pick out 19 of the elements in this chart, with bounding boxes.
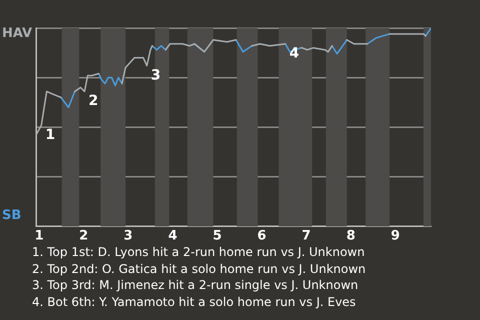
x-tick-label: 4 <box>168 228 178 244</box>
x-tick-label: 7 <box>302 228 311 244</box>
x-tick-label: 6 <box>257 228 266 244</box>
x-tick-label: 5 <box>212 228 222 244</box>
text: 3. Top 3rd: M. Jimenez hit a 2-run single vs J. Unknown <box>32 277 360 294</box>
text: 1. Top 1st: D. Lyons hit a 2-run home run vs J. Unknown <box>32 244 366 260</box>
text: 4. Bot 6th: Y. Yamamoto hit a solo home run vs J. Eves <box>32 294 357 310</box>
text: 2. Top 2nd: O. Gatica hit a solo home run vs J. Unknown <box>32 260 366 277</box>
x-tick-label: 9 <box>390 228 400 244</box>
annotation: 3 <box>150 67 161 84</box>
x-tick-label: 1 <box>34 228 44 244</box>
annotation: 1 <box>45 126 56 143</box>
text: SB <box>2 208 22 223</box>
annotation: 4 <box>289 46 300 62</box>
x-tick-label: 3 <box>124 228 133 244</box>
text: HAV <box>2 26 32 41</box>
x-tick-label: 8 <box>346 228 356 244</box>
x-tick-label: 2 <box>79 228 88 244</box>
annotation: 2 <box>88 93 98 110</box>
